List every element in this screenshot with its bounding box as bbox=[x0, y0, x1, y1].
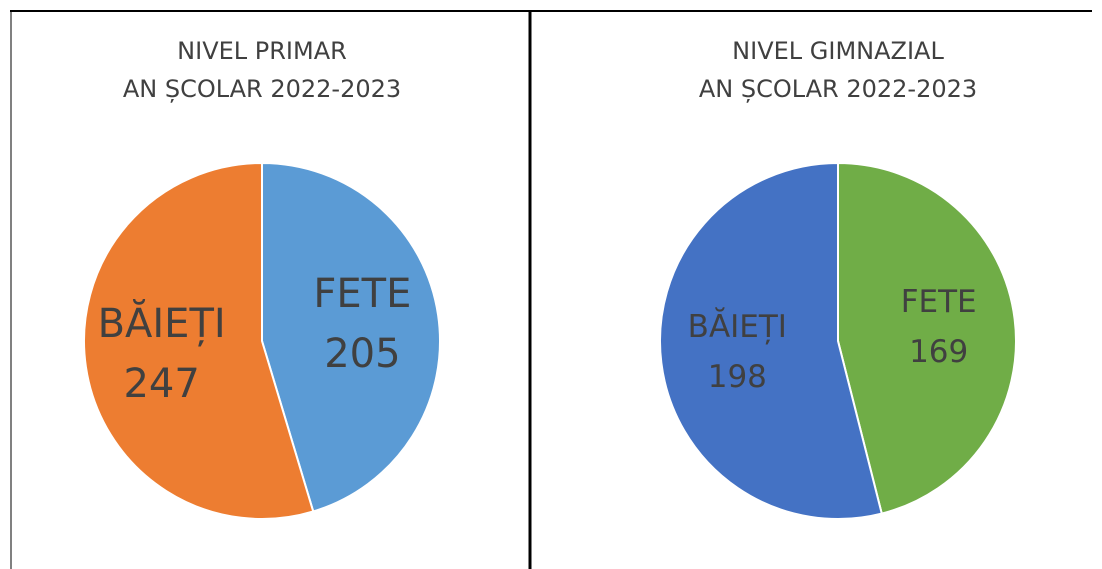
pie-slice bbox=[837, 161, 1017, 515]
slice-label: BĂIEȚI bbox=[688, 308, 787, 345]
slice-label: BĂIEȚI bbox=[98, 298, 226, 347]
pie-slice bbox=[83, 161, 315, 520]
chart-title: NIVEL GIMNAZIAL bbox=[732, 37, 944, 65]
chart-title: NIVEL PRIMAR bbox=[177, 37, 347, 65]
slice-label: FETE bbox=[901, 284, 977, 320]
pie-slice bbox=[659, 161, 883, 520]
chart-title: AN ȘCOLAR 2022-2023 bbox=[123, 75, 401, 103]
chart-title: AN ȘCOLAR 2022-2023 bbox=[699, 75, 977, 103]
slice-value: 247 bbox=[123, 361, 199, 407]
slice-value: 169 bbox=[909, 334, 968, 370]
slice-value: 198 bbox=[708, 359, 767, 395]
slice-label: FETE bbox=[313, 271, 411, 317]
pie-slice bbox=[261, 161, 441, 513]
slice-value: 205 bbox=[324, 331, 400, 377]
